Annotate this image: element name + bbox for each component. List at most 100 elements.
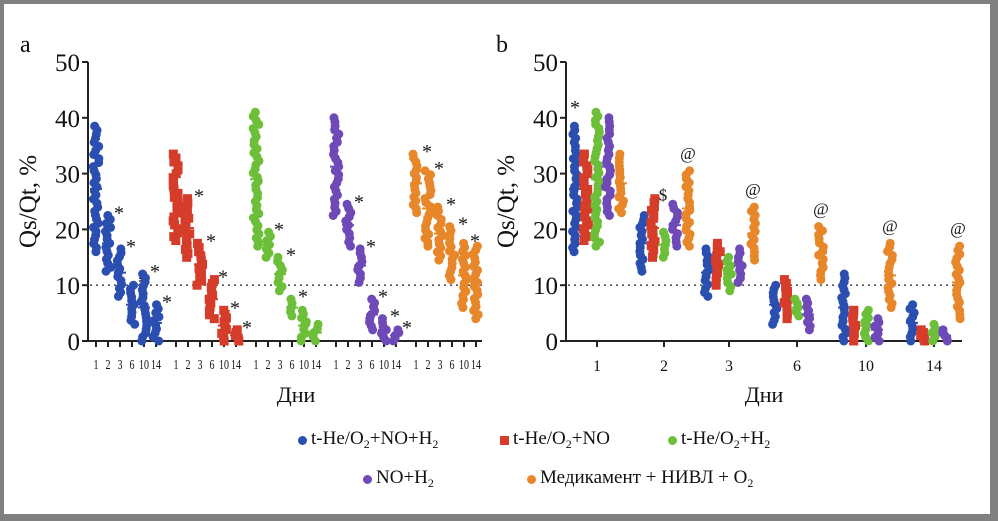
- y-axis-label: Qs/Qt, %: [493, 155, 520, 248]
- panel-label: a: [20, 32, 31, 58]
- data-strip: [635, 210, 649, 276]
- y-tick-label: 0: [546, 329, 559, 356]
- data-strip: [568, 121, 582, 257]
- data-point: [367, 294, 377, 304]
- significance-marker: *: [194, 186, 204, 208]
- data-strip: [916, 325, 930, 346]
- x-tick-label: 6: [370, 358, 375, 373]
- data-point: [701, 244, 711, 254]
- data-strip: [192, 238, 208, 290]
- significance-marker: *: [458, 214, 468, 236]
- data-strip: [790, 294, 804, 321]
- x-tick-label: 14: [926, 358, 942, 375]
- data-point: [863, 305, 873, 315]
- data-point: [916, 325, 926, 335]
- data-point: [735, 244, 745, 254]
- significance-marker: *: [470, 230, 480, 252]
- data-strip: [601, 113, 615, 220]
- data-point: [908, 300, 918, 310]
- data-point: [779, 275, 789, 285]
- data-point: [790, 294, 800, 304]
- data-strip: [733, 244, 747, 287]
- significance-marker: *: [298, 286, 308, 308]
- data-point: [286, 294, 296, 304]
- data-strip: [905, 300, 919, 346]
- x-tick-label: 1: [94, 358, 99, 373]
- significance-marker: $: [659, 185, 668, 204]
- y-tick-label: 40: [55, 106, 80, 133]
- x-tick-label: 1: [174, 358, 179, 373]
- significance-marker: *: [150, 261, 160, 283]
- data-point: [873, 314, 883, 324]
- data-strip: [180, 194, 195, 262]
- data-point: [393, 325, 403, 335]
- data-point: [182, 194, 192, 204]
- data-strip: [951, 241, 965, 324]
- data-strip: [136, 269, 152, 346]
- data-point: [650, 194, 660, 204]
- x-tick-label: 3: [198, 358, 203, 373]
- data-point: [103, 210, 113, 220]
- x-tick-label: 1: [414, 358, 419, 373]
- y-tick-label: 20: [55, 217, 80, 244]
- data-strip: [377, 314, 391, 346]
- data-point: [408, 149, 418, 159]
- data-strip: [779, 275, 793, 324]
- data-strip: [273, 252, 287, 296]
- data-point: [668, 199, 678, 209]
- data-point: [801, 294, 811, 304]
- data-point: [128, 280, 138, 290]
- significance-marker: @: [813, 200, 829, 219]
- data-strip: [168, 149, 183, 246]
- significance-marker: *: [446, 194, 456, 216]
- x-axis-label: Дни: [277, 382, 316, 407]
- significance-marker: *: [274, 219, 284, 241]
- significance-marker: *: [378, 286, 388, 308]
- data-strip: [286, 294, 298, 321]
- data-point: [313, 319, 323, 329]
- significance-marker: *: [114, 202, 124, 224]
- x-tick-label: 14: [151, 358, 161, 373]
- x-tick-label: 3: [438, 358, 443, 373]
- data-point: [329, 113, 339, 123]
- data-strip: [746, 202, 760, 265]
- data-strip: [711, 238, 725, 290]
- x-tick-label: 10: [379, 358, 389, 373]
- x-tick-label: 10: [139, 358, 149, 373]
- x-tick-label: 10: [299, 358, 309, 373]
- x-tick-label: 2: [106, 358, 111, 373]
- significance-marker: *: [422, 141, 432, 163]
- data-point: [90, 121, 100, 131]
- data-point: [929, 319, 939, 329]
- data-point: [472, 241, 482, 251]
- significance-marker: *: [126, 236, 136, 258]
- data-point: [885, 238, 895, 248]
- data-strip: [681, 166, 695, 251]
- data-point: [579, 149, 589, 159]
- data-point: [615, 149, 625, 159]
- data-strip: [848, 305, 861, 346]
- x-tick-label: 10: [459, 358, 469, 373]
- data-point: [433, 202, 443, 212]
- data-point: [713, 238, 723, 248]
- data-point: [377, 314, 387, 324]
- x-tick-label: 14: [311, 358, 321, 373]
- x-tick-label: 2: [266, 358, 271, 373]
- data-point: [685, 166, 695, 176]
- data-strip: [112, 244, 127, 301]
- x-tick-label: 6: [210, 358, 215, 373]
- x-tick-label: 14: [231, 358, 241, 373]
- data-point: [232, 325, 242, 335]
- data-point: [569, 121, 579, 131]
- significance-marker: *: [206, 230, 216, 252]
- data-strip: [148, 300, 164, 346]
- significance-marker: *: [390, 306, 400, 328]
- data-point: [192, 238, 202, 248]
- significance-marker: @: [745, 180, 761, 199]
- x-tick-label: 2: [426, 358, 431, 373]
- y-tick-label: 40: [533, 106, 558, 133]
- data-strip: [125, 280, 140, 329]
- data-strip: [468, 241, 483, 324]
